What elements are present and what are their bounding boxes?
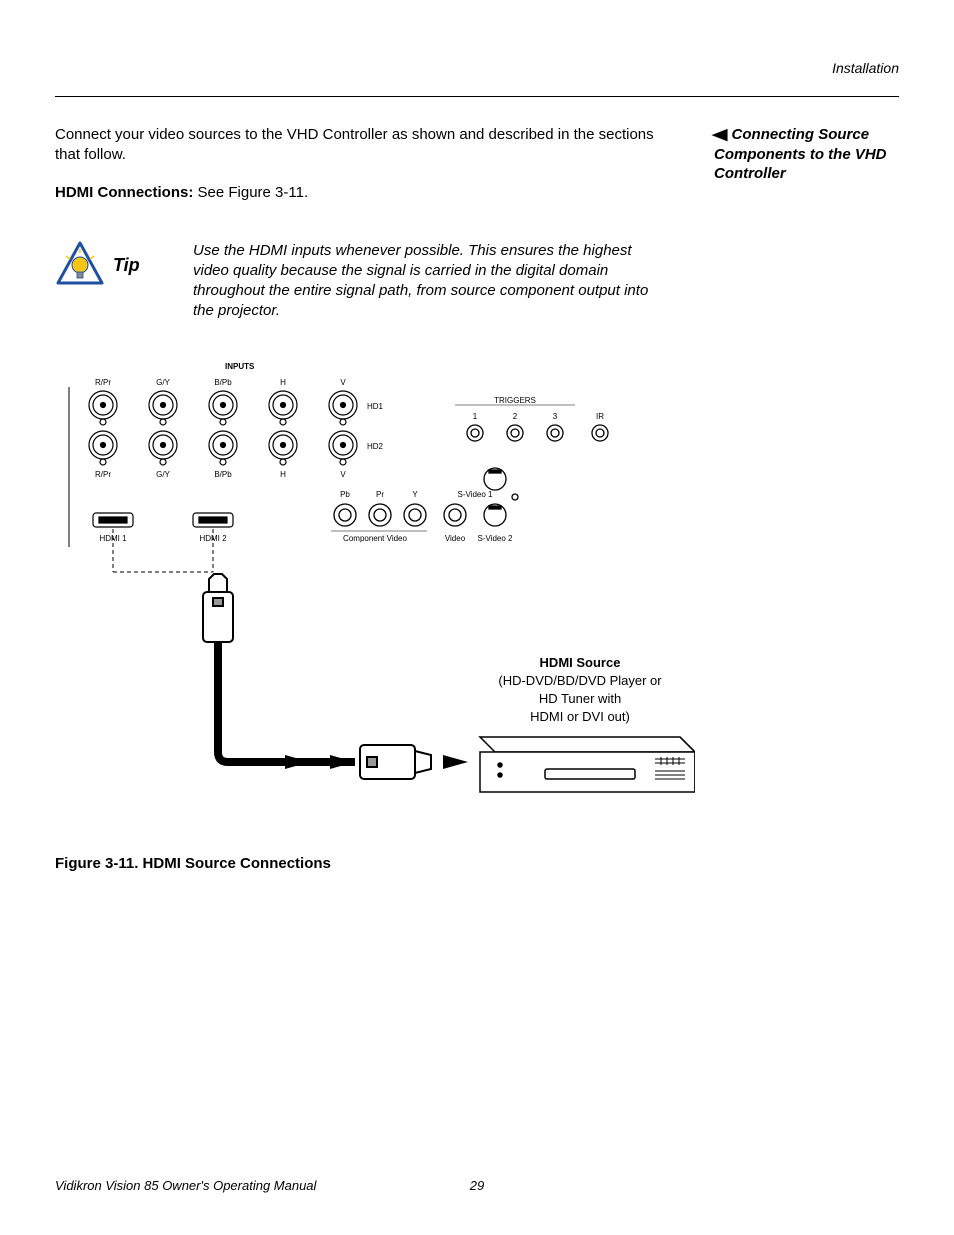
top-rule [55, 96, 899, 97]
svg-text:1: 1 [473, 412, 478, 421]
svg-text:G/Y: G/Y [156, 378, 170, 387]
svg-text:B/Pb: B/Pb [214, 470, 232, 479]
svg-text:(HD-DVD/BD/DVD Player or: (HD-DVD/BD/DVD Player or [498, 673, 662, 688]
svg-text:HD Tuner with: HD Tuner with [539, 691, 621, 706]
tip-text: Use the HDMI inputs whenever possible. T… [193, 241, 663, 322]
arrow-left-icon: ◀ [712, 125, 727, 145]
hdmi-connections-label: HDMI Connections: [55, 184, 193, 201]
svg-text:H: H [280, 378, 286, 387]
svg-text:V: V [340, 378, 346, 387]
svg-text:TRIGGERS: TRIGGERS [494, 396, 536, 405]
footer-title: Vidikron Vision 85 Owner's Operating Man… [55, 1178, 316, 1193]
svg-text:S-Video 1: S-Video 1 [458, 490, 494, 499]
svg-text:IR: IR [596, 412, 604, 421]
svg-text:Y: Y [412, 490, 418, 499]
footer-page: 29 [470, 1178, 484, 1193]
svg-text:Pb: Pb [340, 490, 350, 499]
tip-icon [55, 241, 105, 292]
svg-text:S-Video 2: S-Video 2 [478, 534, 514, 543]
svg-text:HDMI or DVI out): HDMI or DVI out) [530, 709, 630, 724]
side-note-text: Connecting Source Components to the VHD … [714, 126, 887, 182]
intro-paragraph: Connect your video sources to the VHD Co… [55, 125, 655, 166]
header-section: Installation [832, 60, 899, 76]
hdmi-connections-rest: See Figure 3-11. [193, 184, 308, 201]
hdmi-connections-line: HDMI Connections: See Figure 3-11. [55, 184, 899, 201]
svg-text:2: 2 [513, 412, 518, 421]
connection-diagram: INPUTS R/Pr G/Y B/Pb H V [55, 357, 695, 837]
svg-text:H: H [280, 470, 286, 479]
side-note: ◀Connecting Source Components to the VHD… [714, 125, 899, 184]
svg-text:Pr: Pr [376, 490, 384, 499]
svg-text:V: V [340, 470, 346, 479]
svg-text:G/Y: G/Y [156, 470, 170, 479]
svg-text:B/Pb: B/Pb [214, 378, 232, 387]
footer: Vidikron Vision 85 Owner's Operating Man… [55, 1178, 899, 1193]
svg-text:3: 3 [553, 412, 558, 421]
svg-text:HD1: HD1 [367, 402, 384, 411]
svg-text:Video: Video [445, 534, 466, 543]
svg-text:HDMI Source: HDMI Source [540, 655, 621, 670]
tip-label: Tip [113, 255, 183, 276]
figure-caption: Figure 3-11. HDMI Source Connections [55, 855, 899, 872]
svg-text:R/Pr: R/Pr [95, 470, 111, 479]
tip-block: Tip Use the HDMI inputs whenever possibl… [55, 241, 899, 322]
inputs-label: INPUTS [225, 362, 255, 371]
svg-text:Component Video: Component Video [343, 534, 407, 543]
svg-text:R/Pr: R/Pr [95, 378, 111, 387]
svg-text:HD2: HD2 [367, 442, 384, 451]
